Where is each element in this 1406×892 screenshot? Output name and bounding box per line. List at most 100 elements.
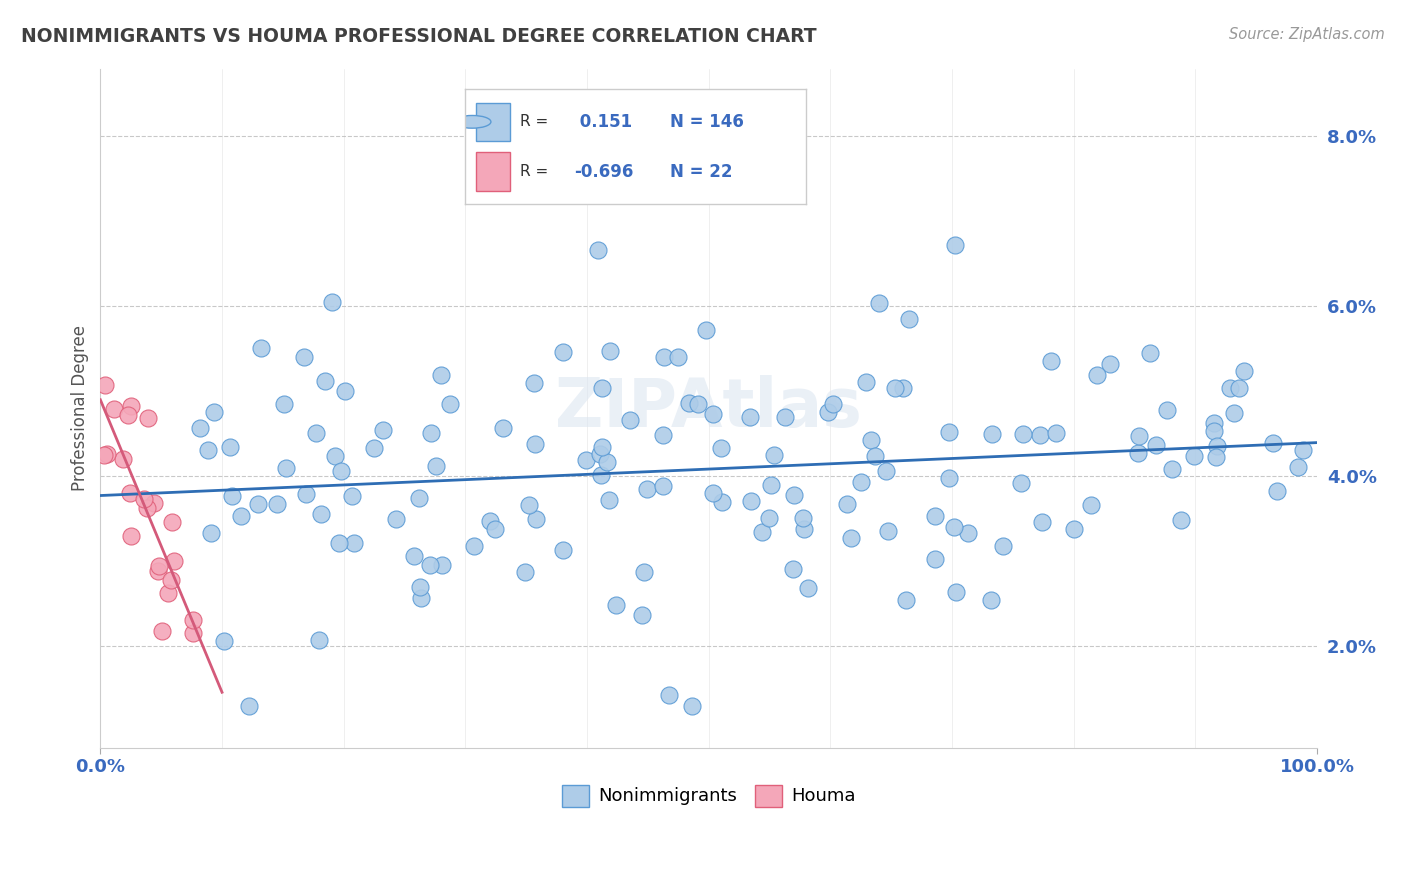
Point	[855, 376, 877, 390]
Point	[111, 451, 134, 466]
Point	[120, 529, 142, 543]
Point	[163, 554, 186, 568]
Point	[591, 381, 613, 395]
Point	[835, 497, 858, 511]
Point	[513, 565, 536, 579]
Point	[142, 496, 165, 510]
Point	[1219, 382, 1241, 396]
Point	[202, 405, 225, 419]
Point	[419, 558, 441, 572]
Point	[135, 501, 157, 516]
Point	[1265, 484, 1288, 499]
Point	[591, 468, 613, 483]
Point	[1286, 459, 1309, 474]
Point	[751, 524, 773, 539]
Point	[333, 384, 356, 398]
Point	[945, 585, 967, 599]
Point	[678, 396, 700, 410]
Point	[1205, 450, 1227, 464]
Point	[773, 410, 796, 425]
Point	[162, 515, 184, 529]
Point	[363, 441, 385, 455]
Point	[93, 378, 115, 392]
Point	[868, 296, 890, 310]
Point	[1063, 523, 1085, 537]
Point	[1080, 498, 1102, 512]
Point	[523, 376, 546, 390]
Point	[924, 509, 946, 524]
Point	[314, 374, 336, 388]
Point	[938, 471, 960, 485]
Point	[551, 543, 574, 558]
Point	[219, 440, 242, 454]
Point	[419, 425, 441, 440]
Point	[758, 511, 780, 525]
Point	[1202, 424, 1225, 438]
Point	[430, 558, 453, 572]
Point	[817, 405, 839, 419]
Point	[1098, 357, 1121, 371]
Point	[249, 341, 271, 355]
Point	[839, 531, 862, 545]
Point	[894, 593, 917, 607]
Point	[311, 508, 333, 522]
Point	[221, 490, 243, 504]
Point	[1261, 436, 1284, 450]
Point	[1202, 417, 1225, 431]
Point	[876, 524, 898, 539]
Point	[430, 368, 453, 383]
Point	[702, 485, 724, 500]
Point	[371, 423, 394, 437]
Point	[409, 580, 432, 594]
Point	[1012, 426, 1035, 441]
Point	[246, 497, 269, 511]
Point	[938, 425, 960, 439]
Point	[1010, 476, 1032, 491]
Point	[782, 561, 804, 575]
Point	[1161, 462, 1184, 476]
Point	[523, 436, 546, 450]
Point	[666, 350, 689, 364]
Point	[1139, 346, 1161, 360]
Point	[266, 497, 288, 511]
Point	[526, 512, 548, 526]
Point	[652, 350, 675, 364]
Point	[408, 491, 430, 506]
Point	[273, 397, 295, 411]
Point	[340, 489, 363, 503]
Point	[1223, 406, 1246, 420]
Point	[463, 539, 485, 553]
Point	[439, 397, 461, 411]
Point	[295, 487, 318, 501]
Point	[551, 345, 574, 359]
Point	[891, 381, 914, 395]
Point	[328, 536, 350, 550]
Point	[702, 407, 724, 421]
Point	[783, 488, 806, 502]
Point	[425, 459, 447, 474]
Point	[343, 536, 366, 550]
Point	[146, 564, 169, 578]
Point	[793, 522, 815, 536]
Point	[93, 448, 115, 462]
Point	[409, 591, 432, 605]
Point	[305, 426, 328, 441]
Point	[156, 586, 179, 600]
Point	[136, 411, 159, 425]
Point	[132, 492, 155, 507]
Point	[1144, 438, 1167, 452]
Point	[96, 447, 118, 461]
Point	[308, 632, 330, 647]
Y-axis label: Professional Degree: Professional Degree	[72, 326, 89, 491]
Point	[404, 549, 426, 563]
Point	[150, 624, 173, 639]
Point	[1126, 446, 1149, 460]
Point	[117, 408, 139, 422]
Point	[589, 447, 612, 461]
Point	[1292, 443, 1315, 458]
Point	[484, 522, 506, 536]
Point	[323, 450, 346, 464]
Point	[231, 509, 253, 524]
Point	[821, 397, 844, 411]
Point	[924, 552, 946, 566]
